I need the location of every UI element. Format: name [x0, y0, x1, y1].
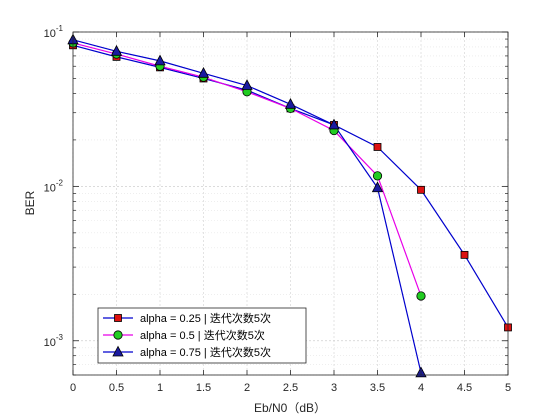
- legend-marker: [113, 330, 123, 340]
- series-1-marker: [417, 185, 425, 194]
- legend-entries: alpha = 0.25 | 迭代次数5次 alpha = 0.5 | 迭代次数5…: [103, 311, 271, 359]
- y-tick-label: 10-1: [44, 24, 64, 40]
- series-3-marker: [284, 97, 297, 109]
- series-3-marker: [110, 44, 123, 56]
- y-tick-label: 10-3: [44, 333, 64, 349]
- legend-label: alpha = 0.5 | 迭代次数5次: [140, 328, 265, 342]
- x-tick-labels: 0 0.5 1 1.5 2 2.5 3 3.5 4 4.5 5: [70, 382, 511, 394]
- legend-label: alpha = 0.25 | 迭代次数5次: [140, 311, 271, 325]
- x-tick-label: 0: [70, 382, 76, 394]
- legend: alpha = 0.25 | 迭代次数5次 alpha = 0.5 | 迭代次数5…: [97, 307, 307, 364]
- x-tick-label: 3: [331, 382, 337, 394]
- series-3-marker: [371, 181, 384, 193]
- x-tick-label: 1: [157, 382, 163, 394]
- series-2-marker: [372, 171, 383, 181]
- x-axis-label: Eb/N0（dB）: [254, 401, 326, 415]
- x-tick-label: 0.5: [109, 382, 124, 394]
- x-tick-label: 2: [244, 382, 250, 394]
- legend-label: alpha = 0.75 | 迭代次数5次: [140, 345, 271, 359]
- series-markers: [67, 33, 512, 378]
- y-axis-label: BER: [23, 190, 37, 215]
- y-tick-labels: 10-3 10-2 10-1: [44, 24, 64, 349]
- x-tick-label: 1.5: [196, 382, 211, 394]
- series-2-marker: [416, 291, 426, 301]
- series-3-marker: [328, 118, 340, 130]
- x-tick-label: 3.5: [370, 382, 385, 394]
- axis-ticks: [72, 31, 509, 376]
- x-tick-label: 4: [418, 382, 424, 394]
- x-tick-label: 2.5: [283, 382, 298, 394]
- series-1-marker: [460, 250, 469, 259]
- legend-marker: [112, 345, 124, 357]
- legend-marker: [114, 314, 122, 322]
- series-3-marker: [241, 79, 253, 90]
- y-tick-label: 10-2: [44, 178, 64, 194]
- series-1-marker: [373, 143, 382, 151]
- series-3-marker: [154, 54, 166, 66]
- x-tick-label: 5: [505, 382, 511, 394]
- series-3-marker: [197, 66, 210, 78]
- x-tick-label: 4.5: [457, 382, 472, 394]
